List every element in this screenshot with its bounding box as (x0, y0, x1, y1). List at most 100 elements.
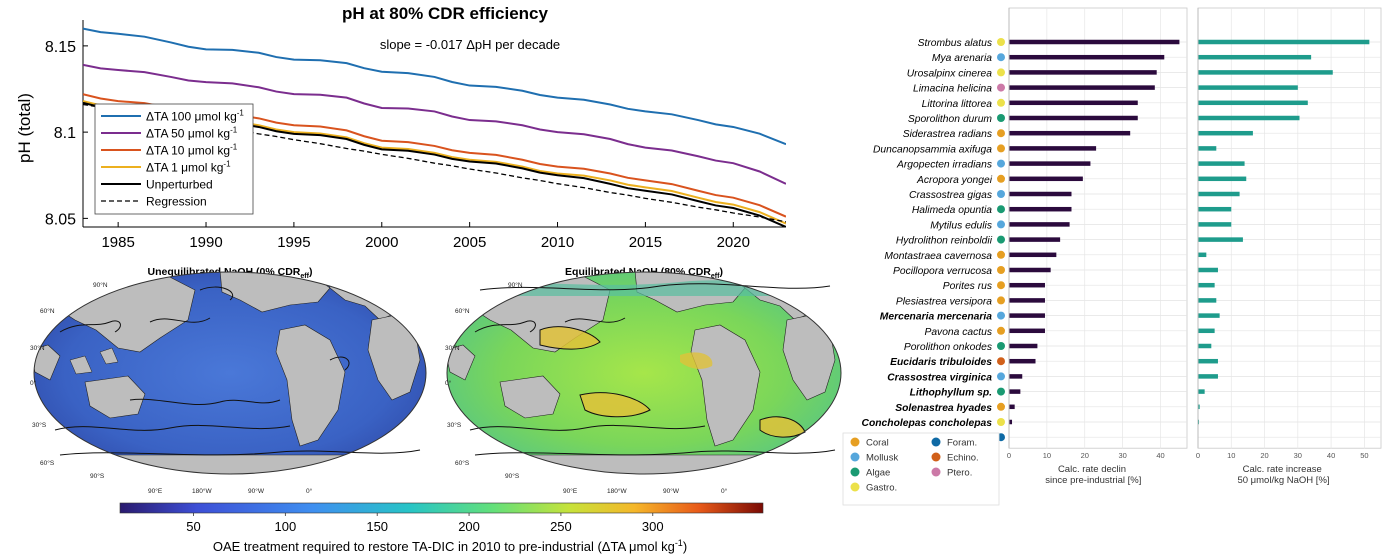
species-group-marker (997, 372, 1005, 381)
map-graticule-labels: 90°N 60°N 30°N 0° 30°S 60°S 90°S 90°E 18… (445, 281, 728, 495)
bar-chart-decline: 0 10 20 30 40 Calc. rate declin since pre-ind… (1007, 7, 1188, 486)
species-label: Crassostrea virginica (887, 372, 992, 383)
species-group-marker (997, 114, 1005, 122)
bar (1198, 146, 1217, 151)
bar (1009, 206, 1072, 212)
species-group-marker (997, 266, 1005, 274)
colorbar-gradient (119, 502, 764, 514)
group-legend: Coral Mollusk Algae Gastro. Foram. Echino. Pte… (842, 432, 1000, 506)
group-legend-label: Ptero. (947, 468, 972, 479)
svg-text:90°W: 90°W (663, 487, 680, 495)
bar (1198, 252, 1207, 258)
group-legend-dot-mollusk (850, 452, 860, 462)
species-label: Solenastrea hyades (895, 403, 992, 414)
bar (1009, 115, 1138, 121)
bar (1198, 237, 1243, 242)
bar-x-tick-label: 20 (1260, 451, 1268, 460)
bar-x-tick-label: 40 (1156, 451, 1164, 460)
svg-text:180°W: 180°W (607, 487, 627, 495)
group-legend-dot-ptero (931, 467, 941, 477)
x-tick-label: 2005 (453, 234, 486, 251)
species-group-marker (997, 83, 1005, 92)
species-group-marker (997, 98, 1005, 107)
bar (1198, 176, 1247, 182)
bar-x-tick-label: 0 (1196, 451, 1200, 460)
svg-text:0°: 0° (306, 487, 313, 495)
svg-text:90°N: 90°N (508, 281, 523, 289)
line-legend: ΔTA 100 μmol kg-1 ΔTA 50 μmol kg-1 ΔTA 10 … (94, 103, 254, 215)
species-group-marker (997, 250, 1005, 259)
species-group-marker (997, 357, 1005, 366)
species-group-marker (997, 342, 1005, 350)
bar-x-tick-label: 50 (1360, 451, 1368, 460)
bar-x-axis-label: Calc. rate declin since pre-industrial [… (1043, 464, 1142, 486)
bar (1009, 100, 1138, 106)
species-group-marker (997, 402, 1005, 411)
group-legend-dot-echino (931, 452, 941, 462)
species-group-marker (997, 38, 1005, 46)
colorbar-tick-label: 300 (642, 519, 664, 534)
y-tick-label: 8.1 (54, 125, 76, 142)
bar (1198, 389, 1205, 394)
bar (1198, 374, 1218, 379)
svg-text:30°N: 30°N (445, 344, 460, 352)
bar (1009, 313, 1045, 318)
species-group-marker (997, 281, 1005, 290)
species-group-marker (997, 205, 1005, 214)
svg-text:60°N: 60°N (455, 307, 470, 315)
x-tick-label: 2000 (365, 234, 398, 251)
group-legend-label: Foram. (947, 438, 977, 449)
group-legend-dot-coral (850, 437, 860, 447)
legend-box (94, 103, 254, 215)
bar (1009, 328, 1045, 334)
species-label: Mercenaria mercenaria (880, 312, 992, 323)
bar (1009, 54, 1165, 60)
species-label: Concholepas concholepas (862, 418, 993, 429)
map-unequilibrated: Unequilibrated NaOH (0% CDReff) 90°N (30, 266, 427, 495)
slope-annotation: slope = -0.017 ΔpH per decade (380, 37, 560, 52)
species-label: Limacina helicina (913, 84, 992, 95)
species-label: Mya arenaria (932, 53, 992, 64)
bar-x-tick-label: 10 (1227, 451, 1235, 460)
species-label: Duncanopsammia axifuga (873, 144, 992, 155)
bar-x-tick-label: 20 (1081, 451, 1089, 460)
bar (1009, 85, 1155, 90)
bar (1198, 39, 1370, 45)
bar (1198, 100, 1308, 106)
species-label: Urosalpinx cinerea (907, 68, 993, 79)
species-group-marker (997, 311, 1005, 320)
bar-x-tick-label: 30 (1294, 451, 1302, 460)
bar (1009, 39, 1180, 45)
bar (1198, 358, 1218, 364)
bar-panel-frame (1008, 7, 1188, 449)
species-label: Eucidaris tribuloides (890, 357, 992, 368)
bar (1009, 358, 1036, 364)
species-label: Strombus alatus (918, 38, 992, 49)
bar (1009, 374, 1023, 379)
species-label: Pocillopora verrucosa (893, 266, 992, 277)
legend-label-regression: Regression (146, 195, 207, 209)
colorbar: 50 100 150 200 250 300 OAE treatment required… (119, 502, 764, 554)
bar (1009, 389, 1021, 394)
svg-text:90°E: 90°E (563, 487, 578, 495)
svg-text:180°W: 180°W (192, 487, 212, 495)
bar (1009, 419, 1013, 425)
svg-text:30°N: 30°N (30, 344, 45, 352)
bar (1198, 313, 1220, 318)
species-group-marker (997, 235, 1005, 244)
svg-text:90°S: 90°S (90, 472, 105, 480)
species-label: Sporolithon durum (908, 114, 993, 125)
colorbar-tick-label: 150 (366, 519, 388, 534)
x-tick-label: 1985 (101, 234, 134, 251)
species-label: Acropora yongei (916, 175, 993, 186)
contour-lines (469, 283, 836, 456)
bar (1198, 161, 1245, 166)
bar-x-tick-label: 30 (1118, 451, 1126, 460)
bar (1009, 161, 1091, 166)
species-label: Montastraea cavernosa (884, 251, 992, 262)
species-label: Crassostrea gigas (909, 190, 992, 201)
species-label: Pavona cactus (924, 327, 992, 338)
bar-chart-increase: 0 10 20 30 40 50 Calc. rate increase 50 μmol/k… (1196, 7, 1382, 486)
line-axes: 1985 1990 1995 2000 2005 2010 2015 2020 8.05 8.1 8… (45, 20, 786, 251)
species-label: Porites rus (943, 281, 992, 292)
